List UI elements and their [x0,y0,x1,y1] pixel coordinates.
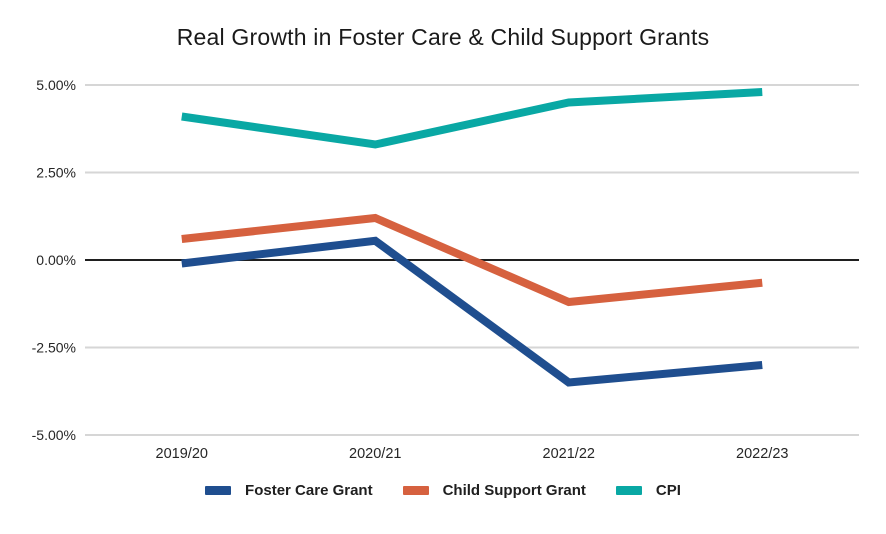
y-tick-label: -2.50% [32,340,76,356]
y-tick-label: 5.00% [36,77,76,93]
legend-label-child-support-grant: Child Support Grant [442,482,586,499]
x-tick-label: 2022/23 [736,446,788,462]
legend-swatch-child-support-grant [402,486,429,495]
chart-title: Real Growth in Foster Care & Child Suppo… [176,24,710,50]
legend-item-child-support-grant: Child Support Grant [402,482,586,499]
legend-label-foster-care-grant: Foster Care Grant [245,482,373,499]
x-tick-label: 2020/21 [349,446,401,462]
line-chart-plot: 5.00% 2.50% 0.00% -2.50% -5.00% 2019/20 2020/2… [32,77,859,462]
y-tick-label: 2.50% [36,165,76,181]
y-tick-label: 0.00% [36,252,76,268]
legend-item-cpi: CPI [615,482,681,499]
x-tick-label: 2021/22 [543,446,595,462]
legend-swatch-foster-care-grant [205,486,232,495]
series-line-foster-care-grant [181,236,763,387]
legend-label-cpi: CPI [655,482,681,499]
legend-swatch-cpi [615,486,642,495]
series-line-child-support-grant [181,213,763,307]
series-line-cpi [181,88,763,149]
chart-legend: Foster Care Grant Child Support Grant CPI [0,482,886,499]
y-tick-label: -5.00% [32,427,76,443]
x-tick-label: 2019/20 [156,446,208,462]
legend-item-foster-care-grant: Foster Care Grant [205,482,373,499]
